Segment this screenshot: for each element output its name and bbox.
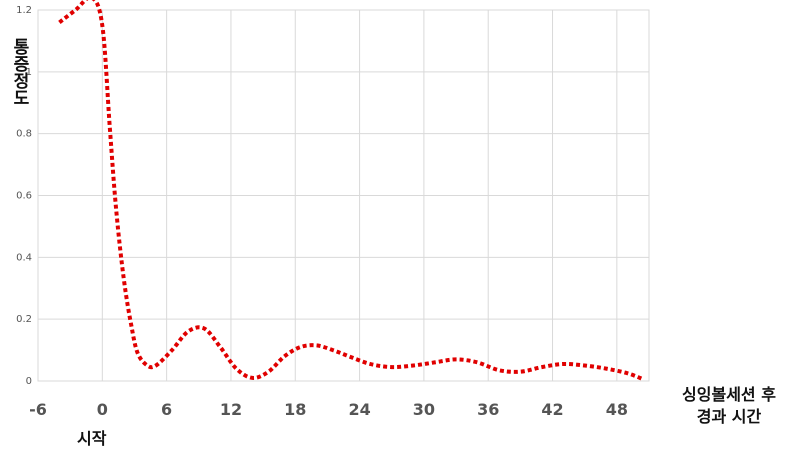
y-tick-label: 1 [26,67,32,78]
x-tick-label: 42 [541,400,563,419]
x-tick-label: 0 [97,400,108,419]
x-tick-label: 48 [606,400,628,419]
x-tick-label: 18 [284,400,306,419]
x-tick-label: 36 [477,400,499,419]
y-tick-label: 0.2 [16,314,32,325]
start-annotation: 시작 [77,429,107,448]
x-tick-label: 6 [161,400,172,419]
x-tick-label: 24 [348,400,370,419]
y-axis-label: 통증정도 [9,38,29,106]
x-tick-label: -6 [29,400,47,419]
y-tick-label: 0.4 [16,252,32,263]
y-tick-label: 1.2 [16,5,32,16]
y-tick-label: 0 [26,376,32,387]
x-tick-label: 12 [220,400,242,419]
series-line [58,0,645,382]
x-axis-label: 싱잉볼세션 후 경과 시간 [682,385,776,426]
y-tick-label: 0.8 [16,129,32,140]
x-tick-label: 30 [413,400,435,419]
y-tick-label: 0.6 [16,191,32,202]
